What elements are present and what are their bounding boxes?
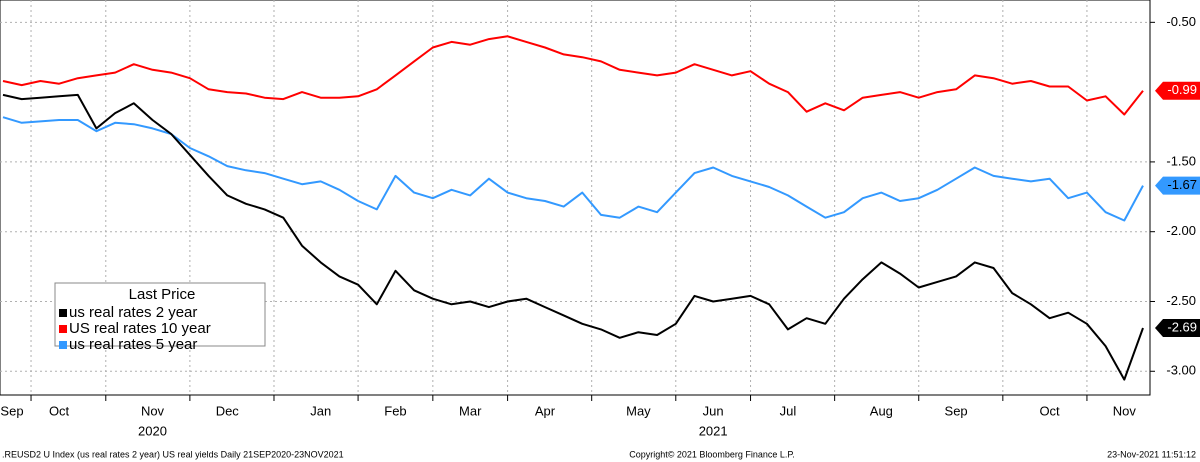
legend-swatch	[59, 309, 67, 317]
last-value-box	[1155, 319, 1200, 338]
legend-label: US real rates 10 year	[69, 320, 211, 337]
legend-box	[54, 282, 266, 347]
series-line	[2, 35, 1144, 116]
year-label: 2021	[699, 423, 728, 438]
x-tick-label: Jan	[310, 403, 331, 418]
y-tick-label: -2.50	[1166, 293, 1196, 308]
x-tick-label: Oct	[49, 403, 70, 418]
series-line	[2, 93, 1144, 381]
legend-swatch	[59, 341, 67, 349]
year-label: 2020	[138, 423, 167, 438]
x-tick-label: Jul	[780, 403, 797, 418]
legend-title: Last Price	[129, 286, 196, 303]
y-tick-label: -3.00	[1166, 363, 1196, 378]
x-tick-label: Sep	[945, 403, 968, 418]
x-tick-label: Dec	[216, 403, 240, 418]
footer-center: Copyright© 2021 Bloomberg Finance L.P.	[629, 449, 795, 459]
x-tick-label: Nov	[1113, 403, 1137, 418]
x-tick-label: Feb	[384, 403, 406, 418]
x-tick-label: Mar	[459, 403, 482, 418]
footer-right: 23-Nov-2021 11:51:12	[1107, 449, 1196, 459]
y-tick-label: -2.00	[1166, 223, 1196, 238]
x-tick-label: May	[626, 403, 651, 418]
x-tick-label: Jun	[703, 403, 724, 418]
legend-swatch	[59, 325, 67, 333]
y-tick-label: -0.50	[1166, 14, 1196, 29]
last-value-box	[1155, 81, 1200, 100]
legend-label: us real rates 5 year	[69, 336, 197, 353]
footer-left: .REUSD2 U Index (us real rates 2 year) U…	[2, 449, 344, 459]
x-tick-label: Sep	[0, 403, 23, 418]
last-value-label: -0.99	[1167, 82, 1197, 97]
series-line	[2, 116, 1144, 222]
last-value-tag: -0.99	[1155, 81, 1200, 100]
last-value-tag: -2.69	[1155, 319, 1200, 338]
x-tick-label: Aug	[870, 403, 893, 418]
last-value-label: -1.67	[1167, 177, 1197, 192]
y-tick-label: -1.50	[1166, 153, 1196, 168]
x-tick-label: Nov	[141, 403, 165, 418]
last-value-box	[1155, 176, 1200, 195]
last-value-label: -2.69	[1167, 319, 1197, 334]
x-tick-label: Apr	[535, 403, 556, 418]
legend-label: us real rates 2 year	[69, 304, 197, 321]
last-value-tag: -1.67	[1155, 176, 1200, 195]
plot-frame	[0, 0, 1151, 396]
x-tick-label: Oct	[1039, 403, 1060, 418]
